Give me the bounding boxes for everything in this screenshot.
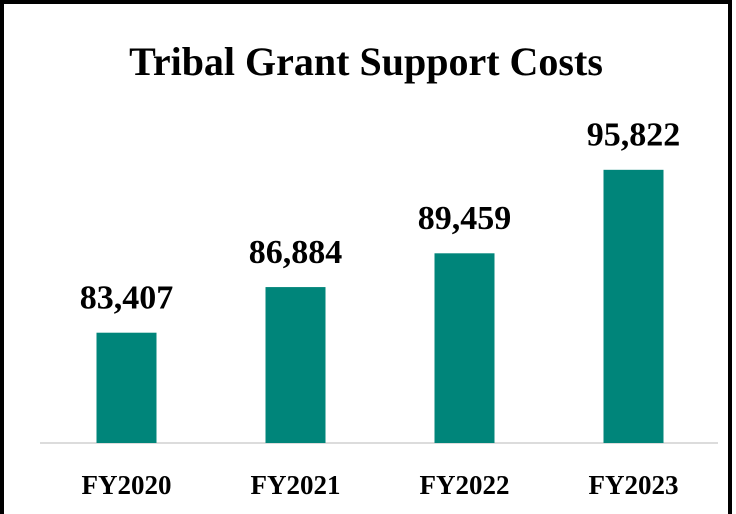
bar	[265, 287, 326, 443]
data-label: 89,459	[418, 200, 512, 237]
bar	[96, 332, 157, 443]
x-tick-label: FY2022	[420, 470, 510, 500]
data-label: 83,407	[80, 279, 174, 316]
chart-title: Tribal Grant Support Costs	[129, 39, 603, 84]
x-tick-label: FY2021	[251, 470, 341, 500]
data-label: 95,822	[587, 117, 681, 154]
bar	[434, 253, 495, 443]
x-tick-label: FY2020	[82, 470, 172, 500]
data-label: 86,884	[249, 234, 343, 271]
x-tick-label: FY2023	[589, 470, 679, 500]
bar	[603, 169, 664, 443]
